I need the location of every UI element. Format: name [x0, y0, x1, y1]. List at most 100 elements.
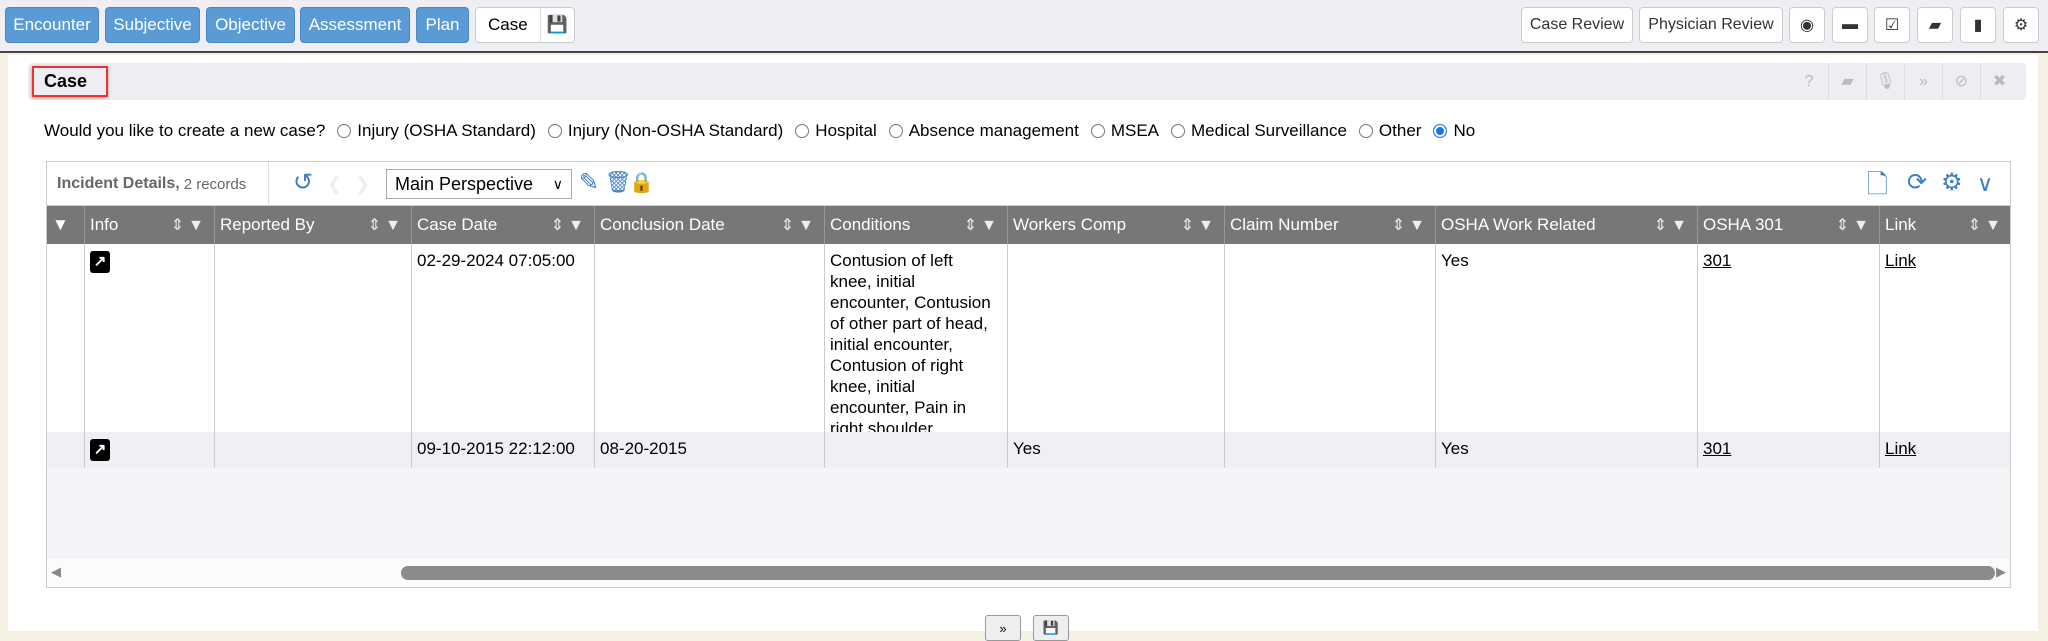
osha-301-link[interactable]: 301: [1703, 251, 1732, 270]
horizontal-scrollbar[interactable]: ◀ ▶: [47, 559, 2010, 587]
radio-other[interactable]: [1358, 124, 1373, 138]
radio-label: Injury (OSHA Standard): [357, 121, 536, 140]
osha-301-link[interactable]: 301: [1703, 439, 1732, 458]
case-section-header: Case ? ▰ 🎙 » ⊘ ✖: [28, 63, 2026, 100]
tab-objective[interactable]: Objective: [206, 7, 295, 43]
tab-assessment[interactable]: Assessment: [300, 7, 410, 43]
save-icon[interactable]: 💾: [539, 8, 574, 42]
tab-subjective[interactable]: Subjective: [105, 7, 200, 43]
column-header-osha-work-related[interactable]: OSHA Work Related ⇕▼: [1436, 206, 1698, 244]
radio-label: MSEA: [1110, 121, 1160, 140]
external-link-icon[interactable]: ↗: [90, 251, 110, 273]
undo-icon[interactable]: ↺: [293, 169, 314, 196]
eye-icon[interactable]: ◉: [1789, 7, 1825, 43]
perspective-select[interactable]: Main Perspective ∨: [386, 169, 572, 199]
radio-label: Other: [1378, 121, 1422, 140]
scroll-left-icon[interactable]: ◀: [51, 564, 61, 579]
physician-review-button[interactable]: Physician Review: [1639, 7, 1783, 43]
new-case-question: Would you like to create a new case?: [44, 121, 326, 140]
row-link[interactable]: Link: [1885, 251, 1917, 270]
cell-case-date: 02-29-2024 07:05:00: [412, 244, 595, 432]
top-nav: Encounter Subjective Objective Assessmen…: [0, 0, 2048, 53]
column-label: Link: [1885, 215, 1917, 234]
trash-icon[interactable]: 🗑: [605, 171, 632, 194]
gears-icon[interactable]: ⚙: [2003, 7, 2039, 43]
sort-filter-icon[interactable]: ⇕▼: [1967, 217, 2005, 234]
case-review-button[interactable]: Case Review: [1521, 7, 1633, 43]
book-icon[interactable]: ▰: [1828, 63, 1866, 100]
cell-conclusion-date: [595, 244, 825, 432]
grid-title-text: Incident Details,: [57, 175, 180, 192]
scroll-right-icon[interactable]: ▶: [1996, 564, 2006, 579]
column-label: Reported By: [220, 215, 315, 234]
column-label: Claim Number: [1230, 215, 1339, 234]
scrollbar-thumb[interactable]: [401, 566, 1995, 580]
sort-filter-icon[interactable]: ⇕▼: [963, 217, 1001, 234]
radio-label: Medical Surveillance: [1191, 121, 1347, 140]
column-header-conclusion-date[interactable]: Conclusion Date ⇕▼: [595, 206, 825, 244]
bookmark-icon[interactable]: ▮: [1960, 7, 1996, 43]
help-icon[interactable]: ?: [1804, 73, 1814, 90]
sort-filter-icon[interactable]: ⇕▼: [1391, 217, 1429, 234]
main-content: Case ? ▰ 🎙 » ⊘ ✖ Would you like to creat…: [8, 55, 2038, 641]
new-case-radio-group: Would you like to create a new case? Inj…: [44, 121, 1475, 141]
column-header-conditions[interactable]: Conditions ⇕▼: [825, 206, 1008, 244]
grid-title: Incident Details, 2 records: [47, 162, 269, 206]
column-header-case-date[interactable]: Case Date ⇕▼: [412, 206, 595, 244]
chevron-double-down-icon[interactable]: »: [1904, 63, 1942, 100]
column-header-claim-number[interactable]: Claim Number ⇕▼: [1225, 206, 1436, 244]
column-header-workers-comp[interactable]: Workers Comp ⇕▼: [1008, 206, 1225, 244]
ban-icon[interactable]: ⊘: [1942, 63, 1980, 100]
filter-all-icon[interactable]: ▼: [47, 206, 85, 244]
sort-filter-icon[interactable]: ⇕▼: [1835, 217, 1873, 234]
column-label: Conclusion Date: [600, 215, 725, 234]
tab-plan[interactable]: Plan: [416, 7, 469, 43]
column-label: Conditions: [830, 215, 911, 234]
next-icon[interactable]: ❯: [355, 174, 371, 194]
lock-icon[interactable]: 🔒: [629, 172, 654, 194]
refresh-icon[interactable]: ⟳: [1907, 169, 1928, 196]
close-icon[interactable]: ✖: [1980, 63, 2018, 100]
edit-icon[interactable]: ✎: [579, 169, 600, 196]
column-header-osha-301[interactable]: OSHA 301 ⇕▼: [1698, 206, 1880, 244]
tab-case[interactable]: Case 💾: [475, 7, 575, 43]
radio-label: Hospital: [815, 121, 877, 140]
sort-filter-icon[interactable]: ⇕▼: [367, 217, 405, 234]
radio-hospital[interactable]: [795, 124, 810, 138]
radio-msea[interactable]: [1090, 124, 1105, 138]
new-document-icon[interactable]: 🗋: [1867, 169, 1888, 199]
column-header-info[interactable]: Info ⇕▼: [85, 206, 215, 244]
tab-encounter[interactable]: Encounter: [5, 7, 99, 43]
microphone-icon[interactable]: 🎙: [1866, 63, 1904, 100]
column-label: OSHA Work Related: [1441, 215, 1596, 234]
expand-button[interactable]: »: [985, 615, 1021, 641]
cell-case-date: 09-10-2015 22:12:00: [412, 432, 595, 468]
radio-injury-osha[interactable]: [337, 124, 352, 138]
external-link-icon[interactable]: ↗: [90, 439, 110, 461]
collapse-chevron-icon[interactable]: ∨: [1977, 171, 1994, 196]
radio-no[interactable]: [1433, 124, 1448, 138]
radio-absence-management[interactable]: [888, 124, 903, 138]
table-row[interactable]: ↗ 09-10-2015 22:12:00 08-20-2015 Yes Yes…: [47, 432, 2010, 468]
sort-filter-icon[interactable]: ⇕▼: [780, 217, 818, 234]
grid-toolbar: Incident Details, 2 records ↺ ❮ ❯ Main Pe…: [47, 162, 2010, 206]
radio-injury-non-osha[interactable]: [547, 124, 562, 138]
archive-icon[interactable]: ▬: [1832, 7, 1868, 43]
record-count: 2 records: [183, 175, 247, 193]
row-link[interactable]: Link: [1885, 439, 1917, 458]
column-header-reported-by[interactable]: Reported By ⇕▼: [215, 206, 412, 244]
sort-filter-icon[interactable]: ⇕▼: [1180, 217, 1218, 234]
save-button[interactable]: 💾: [1033, 615, 1069, 641]
sort-filter-icon[interactable]: ⇕▼: [550, 217, 588, 234]
table-row[interactable]: ↗ 02-29-2024 07:05:00 Contusion of left …: [47, 244, 2010, 438]
radio-medical-surveillance[interactable]: [1171, 124, 1186, 138]
sort-filter-icon[interactable]: ⇕▼: [170, 217, 208, 234]
column-header-link[interactable]: Link ⇕▼: [1880, 206, 2010, 244]
cell-workers-comp: Yes: [1008, 432, 1225, 468]
calendar-check-icon[interactable]: ☑: [1874, 7, 1910, 43]
prev-icon[interactable]: ❮: [327, 174, 343, 194]
cell-osha-work-related: Yes: [1436, 244, 1698, 432]
book-icon[interactable]: ▰: [1917, 7, 1953, 43]
settings-icon[interactable]: ⚙: [1941, 169, 1963, 196]
sort-filter-icon[interactable]: ⇕▼: [1653, 217, 1691, 234]
